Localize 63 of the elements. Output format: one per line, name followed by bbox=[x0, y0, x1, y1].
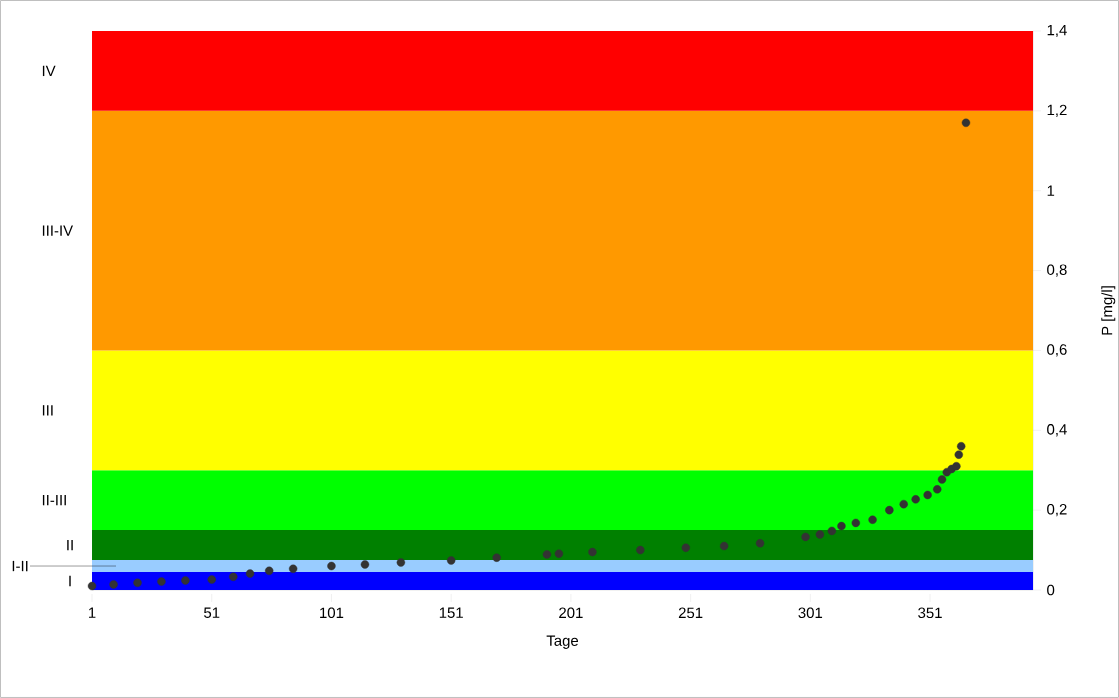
point bbox=[954, 450, 963, 459]
x-tick-label: 251 bbox=[678, 607, 703, 619]
point bbox=[815, 530, 825, 539]
band-label: III-IV bbox=[42, 225, 74, 236]
x-axis-title: Tage bbox=[546, 635, 579, 649]
point bbox=[827, 526, 837, 536]
point bbox=[181, 576, 190, 585]
x-tick-label: 351 bbox=[918, 607, 942, 619]
point bbox=[109, 580, 118, 589]
y-tick-label: 0,8 bbox=[1047, 264, 1067, 277]
point bbox=[446, 556, 456, 565]
point bbox=[245, 569, 255, 578]
point bbox=[899, 499, 908, 509]
point bbox=[396, 558, 406, 567]
point bbox=[542, 550, 552, 559]
point bbox=[719, 541, 729, 551]
point bbox=[133, 578, 142, 587]
x-tick-label: 101 bbox=[320, 607, 344, 619]
point bbox=[207, 575, 216, 584]
x-tick-label: 301 bbox=[798, 607, 823, 619]
y-tick-label: 0,4 bbox=[1047, 424, 1067, 437]
x-tick-label: 201 bbox=[559, 607, 583, 619]
point bbox=[492, 553, 501, 562]
point bbox=[961, 118, 971, 128]
point bbox=[923, 490, 932, 500]
y-tick-label: 1,4 bbox=[1047, 24, 1067, 38]
y-tick-label: 1 bbox=[1047, 185, 1055, 196]
band-label: II-III bbox=[42, 495, 66, 506]
y-axis-title: P [mg/l] bbox=[1101, 286, 1116, 335]
x-tick-label: 51 bbox=[204, 607, 220, 618]
point bbox=[755, 539, 765, 548]
y-tick-label: 0 bbox=[1047, 584, 1055, 596]
point bbox=[229, 572, 238, 582]
point bbox=[911, 495, 920, 504]
point bbox=[636, 545, 645, 555]
point bbox=[933, 485, 942, 494]
x-tick-label: 1 bbox=[88, 607, 96, 618]
point bbox=[588, 547, 597, 557]
band-label: IV bbox=[42, 65, 56, 77]
band-label: II bbox=[67, 539, 73, 551]
band-label: I bbox=[69, 575, 71, 587]
x-tick-label: 151 bbox=[439, 607, 463, 618]
point bbox=[360, 560, 370, 569]
point bbox=[868, 515, 877, 524]
y-tick-label: 0,2 bbox=[1047, 503, 1067, 517]
point bbox=[264, 566, 274, 576]
point bbox=[554, 549, 564, 558]
point bbox=[288, 564, 298, 574]
point bbox=[157, 577, 166, 586]
point bbox=[837, 521, 846, 531]
y-tick-label: 1,2 bbox=[1047, 104, 1067, 118]
point bbox=[851, 518, 861, 528]
point bbox=[801, 532, 810, 542]
y-tick-label: 0,6 bbox=[1047, 344, 1067, 357]
point bbox=[681, 543, 691, 552]
point bbox=[87, 581, 97, 591]
point bbox=[885, 505, 894, 515]
point bbox=[937, 475, 947, 484]
band-label: I-II bbox=[12, 560, 28, 572]
band-label: III bbox=[42, 405, 53, 416]
point bbox=[327, 561, 336, 571]
point bbox=[952, 462, 961, 471]
point bbox=[956, 442, 966, 451]
